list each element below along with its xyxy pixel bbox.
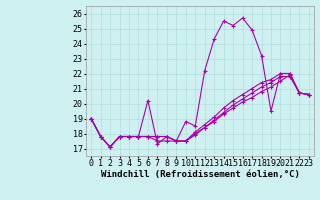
X-axis label: Windchill (Refroidissement éolien,°C): Windchill (Refroidissement éolien,°C) — [100, 170, 300, 179]
